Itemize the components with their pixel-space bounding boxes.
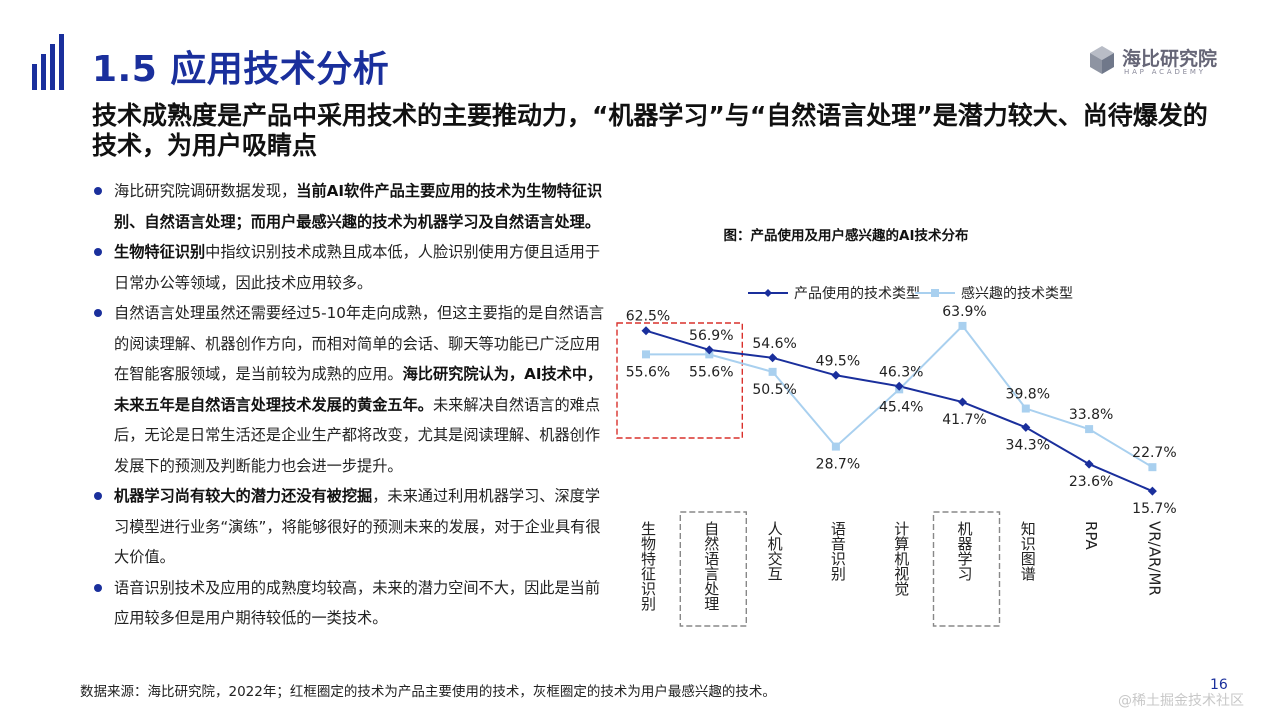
bullet-text: ，未来通过利用机器学习、深度学习模型进行业务“演练”，将能够很好的预测未来的发展… (114, 487, 601, 566)
watermark: @稀土掘金技术社区 (1118, 693, 1244, 709)
bullet-item: 生物特征识别中指纹识别技术成熟且成本低，人脸识别使用方便且适用于日常办公等领域，… (92, 237, 607, 298)
data-label: 55.6% (689, 364, 733, 380)
source-note: 数据来源：海比研究院，2022年；红框圈定的技术为产品主要使用的技术，灰框圈定的… (80, 684, 776, 700)
category-label: 自然语言处理 (702, 521, 720, 611)
category-label: 生物特征识别 (639, 521, 657, 612)
data-label: 23.6% (1069, 474, 1113, 490)
data-point (894, 381, 904, 391)
data-point (768, 353, 778, 363)
category-label: 语音识别 (829, 521, 847, 582)
logo-name-en: HAP ACADEMY (1124, 68, 1206, 76)
bullet-text: 海比研究院调研数据发现， (114, 182, 297, 200)
bullet-text: 未来解决自然语言的难点后，无论是日常生活还是企业生产都将改变，尤其是阅读理解、机… (114, 395, 600, 475)
bullet-text-bold: 海比研究院认为，AI技术中，未来五年是自然语言处理技术发展的黄金五年。 (114, 365, 603, 414)
data-point (958, 397, 967, 407)
chart-legend: 产品使用的技术类型 感兴趣的技术类型 (748, 285, 1073, 302)
data-label: 49.5% (816, 353, 860, 369)
cube-logo-icon (1090, 46, 1114, 74)
data-label: 46.3% (879, 364, 923, 380)
data-label: 50.5% (752, 382, 796, 398)
bullet-item: 自然语言处理虽然还需要经过5-10年走向成熟，但这主要指的是自然语言的阅读理解、… (92, 298, 607, 481)
data-point (768, 367, 777, 376)
data-labels: 62.5% 56.9% 54.6% 49.5% 46.3% 41.7% 34.3% 23.6%… (626, 304, 1177, 517)
page-title: 1.5 应用技术分析 (92, 49, 390, 90)
bullet-text: 自然语言处理虽然还需要经过5-10年走向成熟，但这主要指的是自然语言的阅读理解、… (114, 304, 605, 383)
bullet-text-bold: 机器学习尚有较大的潜力还没有被挖掘 (114, 487, 373, 505)
data-label: 15.7% (1132, 501, 1176, 517)
bullet-item: 海比研究院调研数据发现，当前AI软件产品主要应用的技术为生物特征识别、自然语言处… (92, 176, 607, 237)
data-point (1021, 404, 1030, 413)
data-point (641, 326, 651, 336)
data-label: 28.7% (816, 457, 860, 473)
data-point (642, 350, 650, 359)
data-point (831, 442, 840, 451)
bullet-text: 中指纹识别技术成熟且成本低，人脸识别使用方便且适用于日常办公等领域，因此技术应用… (114, 243, 600, 292)
data-label: 33.8% (1069, 407, 1113, 423)
brand-logo: 海比研究院 HAP ACADEMY (1088, 44, 1238, 80)
bullet-text-bold: 当前AI软件产品主要应用的技术为生物特征识别、自然语言处理；而用户最感兴趣的技术… (114, 182, 603, 231)
category-label: 人机交互 (766, 521, 784, 581)
data-label: 56.9% (689, 328, 733, 344)
data-label: 41.7% (942, 412, 986, 428)
legend-marker (764, 289, 772, 297)
headline: 技术成熟度是产品中采用技术的主要推动力，“机器学习”与“自然语言处理”是潜力较大… (92, 101, 1208, 160)
legend-label: 产品使用的技术类型 (794, 285, 920, 302)
category-label: 机器学习 (956, 521, 974, 582)
bullet-text: 语音识别技术及应用的成熟度均较高，未来的潜力空间不大，因此是当前应用较多但是用户… (114, 578, 600, 628)
category-label: 计算机视觉 (892, 521, 910, 597)
bullet-item: 语音识别技术及应用的成熟度均较高，未来的潜力空间不大，因此是当前应用较多但是用户… (92, 573, 607, 634)
data-point (1085, 425, 1094, 434)
category-label: VR/AR/MR (1145, 521, 1163, 596)
data-label: 63.9% (942, 304, 986, 320)
line-chart: 图：产品使用及用户感兴趣的AI技术分布 产品使用的技术类型 感兴趣的技术类型 62… (616, 227, 1177, 627)
legend-label: 感兴趣的技术类型 (961, 285, 1073, 302)
category-labels: 生物特征识别 自然语言处理 人机交互 语音识别 计算机视觉 机器学习 知识图谱 RPA VR/A… (639, 521, 1163, 612)
data-label: 62.5% (626, 309, 670, 325)
data-point (1148, 463, 1157, 472)
category-label: 知识图谱 (1019, 521, 1037, 581)
data-point (704, 345, 714, 355)
bullet-item: 机器学习尚有较大的潜力还没有被挖掘，未来通过利用机器学习、深度学习模型进行业务“… (92, 481, 607, 573)
highlight-boxes (616, 322, 1001, 627)
data-label: 54.6% (752, 336, 796, 352)
page-number: 16 (1210, 677, 1228, 693)
header-decoration (32, 34, 74, 90)
bullet-text-bold: 生物特征识别 (114, 243, 206, 261)
series-line (646, 324, 1153, 469)
data-label: 45.4% (879, 399, 923, 415)
chart-title: 图：产品使用及用户感兴趣的AI技术分布 (724, 227, 969, 244)
series-markers (641, 321, 1157, 496)
data-label: 34.3% (1006, 437, 1050, 453)
red-highlight-box (616, 322, 744, 439)
data-point (1147, 486, 1157, 496)
data-label: 55.6% (626, 364, 670, 380)
data-label: 39.8% (1006, 387, 1050, 403)
legend-marker (931, 289, 939, 297)
data-label: 22.7% (1132, 445, 1176, 461)
gray-highlight-box (932, 511, 1001, 627)
category-label: RPA (1082, 521, 1100, 551)
data-point (831, 370, 841, 380)
data-point (1084, 459, 1094, 469)
data-point (1021, 422, 1031, 432)
bullet-list: 海比研究院调研数据发现，当前AI软件产品主要应用的技术为生物特征识别、自然语言处… (92, 176, 607, 634)
logo-name: 海比研究院 (1122, 48, 1218, 70)
data-point (958, 321, 967, 330)
